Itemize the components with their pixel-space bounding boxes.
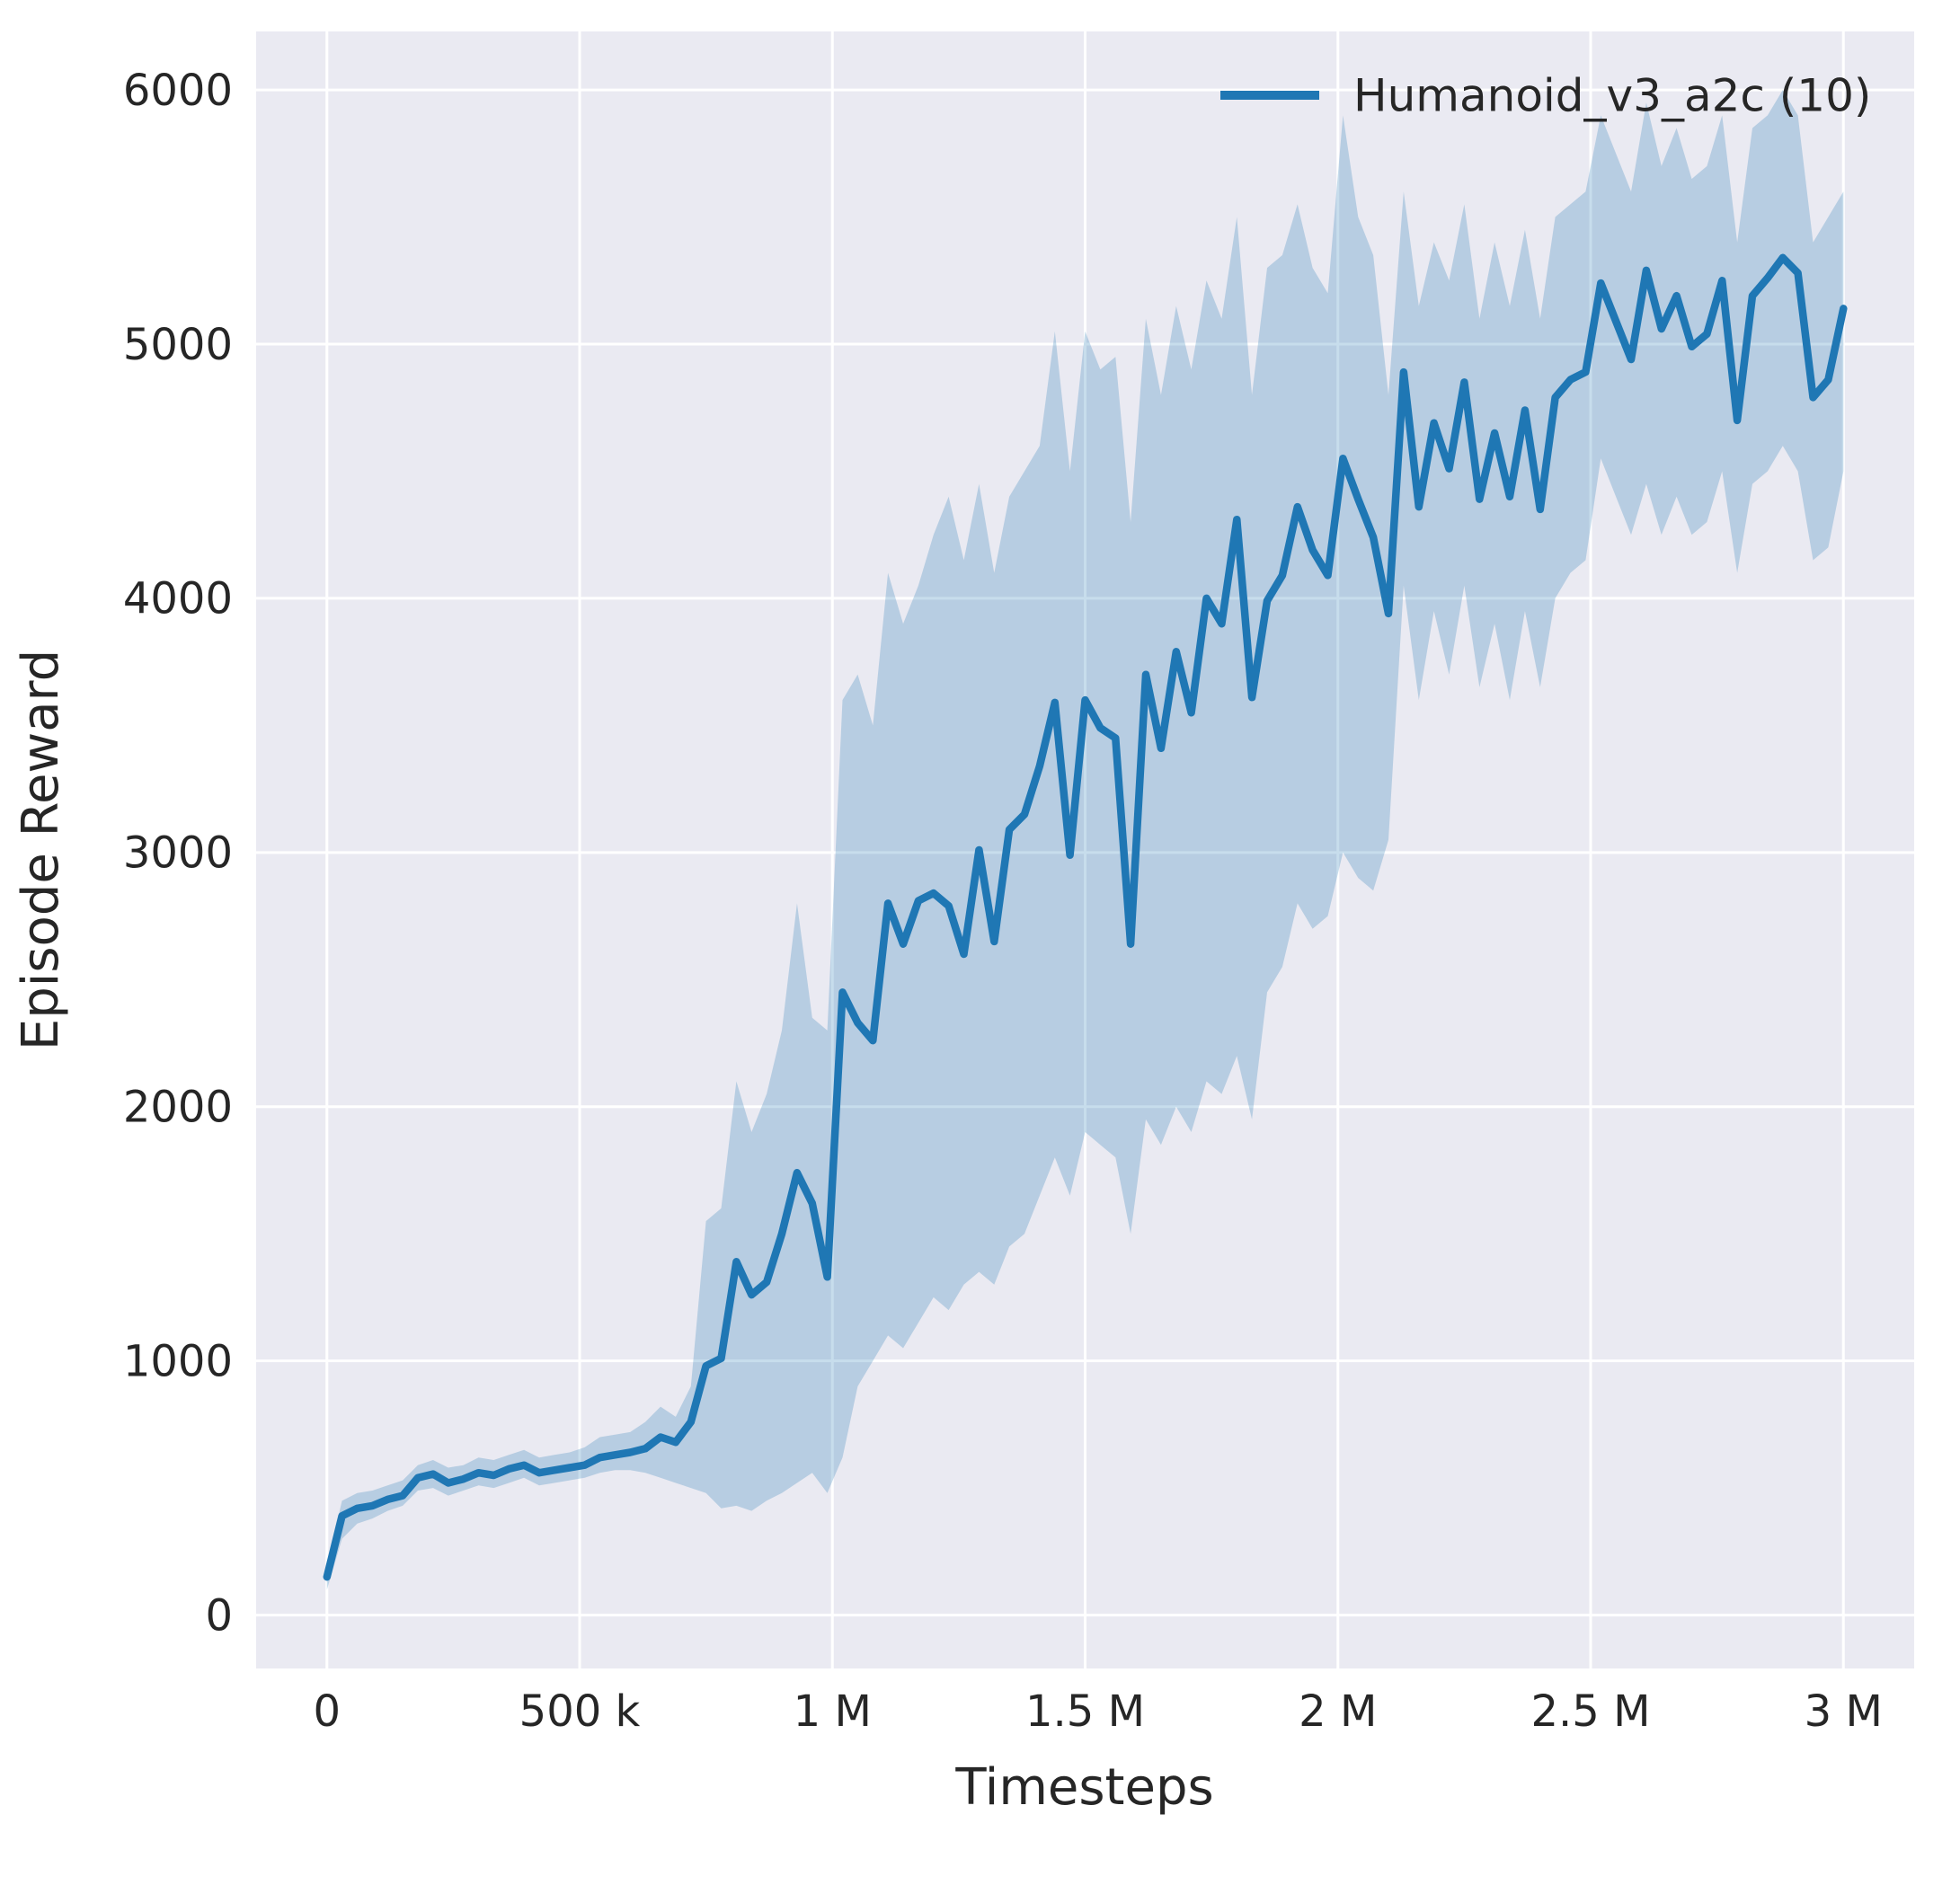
y-tick-label: 2000 — [123, 1083, 233, 1133]
legend-label: Humanoid_v3_a2c (10) — [1353, 70, 1871, 122]
x-axis-label: Timesteps — [954, 1758, 1213, 1817]
y-axis-label: Episode Reward — [12, 650, 70, 1050]
y-tick-label: 6000 — [123, 66, 233, 116]
y-tick-label: 4000 — [123, 574, 233, 624]
confidence-band — [326, 90, 1844, 1590]
y-tick-label: 0 — [205, 1590, 233, 1641]
x-tick-label: 500 k — [519, 1686, 641, 1737]
x-tick-label: 0 — [313, 1686, 341, 1737]
grid-lines — [256, 31, 1914, 1668]
x-tick-label: 1.5 M — [1025, 1686, 1145, 1737]
y-tick-label: 1000 — [123, 1336, 233, 1386]
x-tick-label: 2.5 M — [1530, 1686, 1650, 1737]
mean-line — [323, 253, 1848, 1581]
y-tick-label: 5000 — [123, 320, 233, 370]
y-axis-tick-labels: 0 1000 2000 3000 4000 5000 6000 — [123, 66, 233, 1642]
series-layer — [323, 90, 1848, 1590]
x-axis-tick-labels: 0 500 k 1 M 1.5 M 2 M 2.5 M 3 M — [313, 1686, 1882, 1737]
y-tick-label: 3000 — [123, 828, 233, 879]
x-tick-label: 3 M — [1805, 1686, 1883, 1737]
x-tick-label: 2 M — [1299, 1686, 1377, 1737]
x-tick-label: 1 M — [794, 1686, 872, 1737]
legend: Humanoid_v3_a2c (10) — [1220, 70, 1871, 122]
